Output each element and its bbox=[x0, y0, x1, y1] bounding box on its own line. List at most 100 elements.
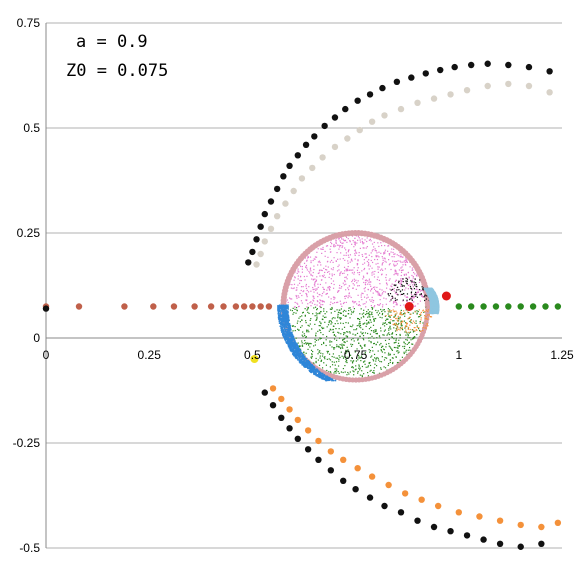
region-dot bbox=[412, 295, 414, 297]
region-dot bbox=[364, 283, 366, 285]
region-dot bbox=[283, 317, 285, 319]
region-dot bbox=[315, 360, 317, 363]
region-dot bbox=[353, 374, 355, 376]
region-dot bbox=[403, 313, 405, 315]
data-point bbox=[280, 173, 287, 180]
region-dot bbox=[292, 330, 294, 332]
region-dot bbox=[363, 247, 365, 249]
region-dot bbox=[332, 267, 335, 269]
region-dot bbox=[388, 345, 390, 347]
region-dot bbox=[344, 259, 346, 261]
region-dot bbox=[353, 329, 355, 331]
region-dot bbox=[288, 339, 290, 341]
region-dot bbox=[409, 266, 411, 268]
region-dot bbox=[294, 346, 296, 349]
region-dot bbox=[409, 349, 411, 351]
region-dot bbox=[313, 268, 315, 271]
region-dot bbox=[361, 332, 363, 335]
region-dot bbox=[393, 306, 395, 308]
region-dot bbox=[320, 303, 322, 306]
region-dot bbox=[288, 347, 291, 349]
region-dot bbox=[389, 310, 391, 313]
region-dot bbox=[356, 269, 359, 271]
region-dot bbox=[379, 288, 381, 290]
region-dot bbox=[426, 291, 429, 294]
region-dot bbox=[410, 294, 413, 296]
region-dot bbox=[321, 355, 324, 357]
region-dot bbox=[365, 301, 367, 303]
region-dot bbox=[437, 302, 440, 305]
region-dot bbox=[377, 310, 379, 312]
region-dot bbox=[343, 341, 346, 343]
region-dot bbox=[424, 295, 426, 297]
region-dot bbox=[297, 328, 299, 330]
region-dot bbox=[328, 353, 331, 355]
region-dot bbox=[300, 361, 303, 363]
data-point bbox=[393, 78, 401, 86]
region-dot bbox=[302, 360, 304, 362]
region-dot bbox=[344, 341, 346, 344]
region-dot bbox=[294, 340, 296, 342]
region-dot bbox=[433, 312, 436, 314]
region-dot bbox=[322, 288, 325, 290]
region-dot bbox=[419, 315, 421, 318]
region-dot bbox=[400, 320, 402, 322]
region-dot bbox=[359, 335, 361, 337]
region-dot bbox=[402, 285, 404, 287]
region-dot bbox=[414, 327, 416, 329]
region-dot bbox=[316, 374, 318, 377]
region-dot bbox=[303, 366, 306, 368]
region-dot bbox=[360, 296, 362, 298]
region-dot bbox=[341, 355, 343, 357]
region-dot bbox=[401, 327, 403, 329]
region-dot bbox=[425, 325, 427, 327]
region-dot bbox=[383, 366, 385, 368]
region-dot bbox=[284, 326, 286, 328]
region-dot bbox=[331, 318, 333, 320]
region-dot bbox=[352, 269, 354, 271]
region-dot bbox=[325, 265, 327, 267]
region-dot bbox=[395, 323, 397, 326]
region-dot bbox=[427, 291, 430, 294]
region-dot bbox=[305, 292, 307, 295]
region-dot bbox=[351, 243, 353, 245]
region-dot bbox=[411, 289, 413, 291]
region-dot bbox=[380, 361, 383, 363]
region-dot bbox=[291, 331, 293, 334]
region-dot bbox=[307, 363, 309, 365]
region-dot bbox=[285, 333, 287, 335]
region-dot bbox=[396, 299, 398, 301]
region-dot bbox=[424, 294, 426, 296]
region-dot bbox=[339, 312, 341, 314]
region-dot bbox=[338, 246, 341, 248]
region-dot bbox=[308, 366, 311, 369]
region-dot bbox=[279, 318, 281, 320]
region-dot bbox=[315, 256, 318, 258]
region-dot bbox=[279, 322, 282, 324]
region-dot bbox=[316, 369, 318, 372]
region-dot bbox=[419, 330, 421, 333]
region-dot bbox=[292, 348, 295, 351]
region-dot bbox=[363, 296, 366, 298]
region-dot bbox=[428, 294, 430, 297]
region-dot bbox=[347, 297, 349, 299]
region-dot bbox=[373, 299, 375, 302]
region-dot bbox=[393, 316, 396, 318]
region-dot bbox=[388, 253, 391, 255]
region-dot bbox=[310, 290, 312, 292]
region-dot bbox=[400, 285, 402, 287]
region-dot bbox=[338, 248, 340, 250]
region-dot bbox=[372, 271, 374, 273]
region-dot bbox=[293, 279, 295, 281]
region-dot bbox=[329, 320, 331, 322]
region-dot bbox=[394, 270, 396, 272]
region-dot bbox=[406, 299, 408, 301]
region-dot bbox=[319, 338, 321, 340]
region-dot bbox=[341, 246, 343, 249]
region-dot bbox=[365, 366, 367, 368]
region-dot bbox=[288, 297, 291, 299]
region-dot bbox=[344, 240, 346, 242]
region-dot bbox=[330, 268, 333, 270]
region-dot bbox=[320, 248, 322, 250]
region-dot bbox=[355, 235, 358, 237]
